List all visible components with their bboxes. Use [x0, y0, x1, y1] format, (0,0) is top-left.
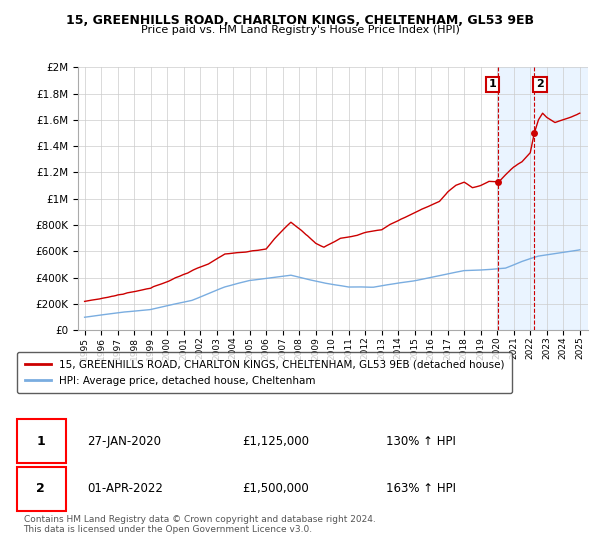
FancyBboxPatch shape — [17, 467, 65, 511]
Text: £1,125,000: £1,125,000 — [242, 435, 310, 447]
Text: 1: 1 — [489, 80, 496, 89]
Text: 130% ↑ HPI: 130% ↑ HPI — [386, 435, 456, 447]
Text: 2: 2 — [536, 80, 544, 89]
Text: Contains HM Land Registry data © Crown copyright and database right 2024.
This d: Contains HM Land Registry data © Crown c… — [23, 515, 375, 534]
Text: 01-APR-2022: 01-APR-2022 — [87, 482, 163, 495]
Text: 1: 1 — [37, 435, 45, 447]
Text: 2: 2 — [37, 482, 45, 495]
Text: 15, GREENHILLS ROAD, CHARLTON KINGS, CHELTENHAM, GL53 9EB: 15, GREENHILLS ROAD, CHARLTON KINGS, CHE… — [66, 14, 534, 27]
Text: 163% ↑ HPI: 163% ↑ HPI — [386, 482, 457, 495]
Bar — [497, 67, 590, 330]
Text: Price paid vs. HM Land Registry's House Price Index (HPI): Price paid vs. HM Land Registry's House … — [140, 25, 460, 35]
Text: £1,500,000: £1,500,000 — [242, 482, 309, 495]
FancyBboxPatch shape — [17, 419, 65, 463]
Legend: 15, GREENHILLS ROAD, CHARLTON KINGS, CHELTENHAM, GL53 9EB (detached house), HPI:: 15, GREENHILLS ROAD, CHARLTON KINGS, CHE… — [17, 352, 512, 393]
Text: 27-JAN-2020: 27-JAN-2020 — [87, 435, 161, 447]
